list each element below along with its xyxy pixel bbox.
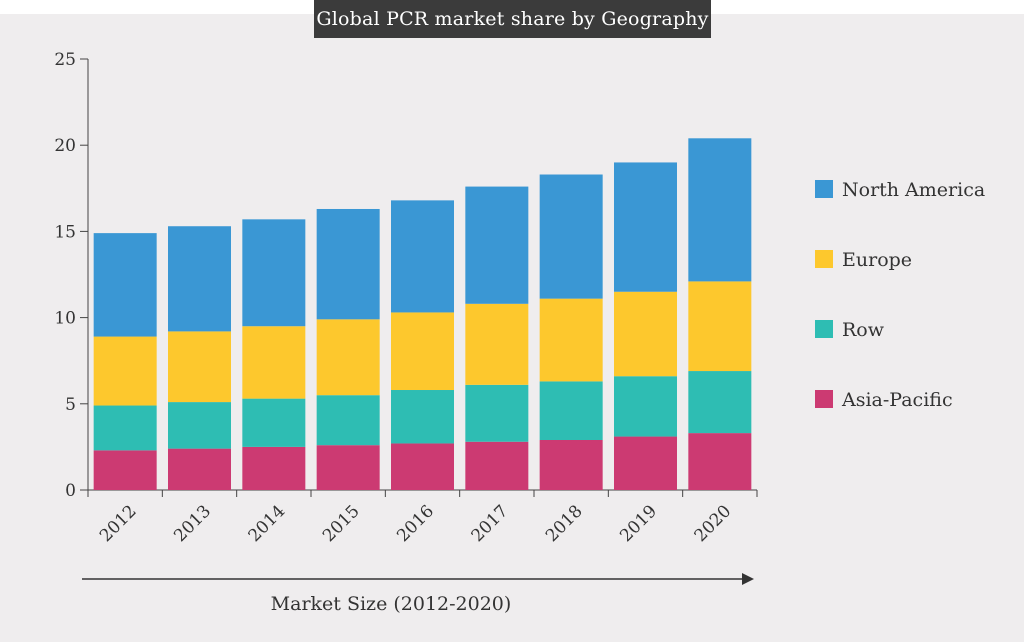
bar-europe-2018 bbox=[539, 298, 603, 382]
legend-swatch bbox=[815, 320, 833, 338]
bar-row-2019 bbox=[614, 376, 677, 437]
bar-north-america-2016 bbox=[391, 200, 454, 313]
legend-label: Europe bbox=[842, 249, 912, 271]
bar-north-america-2020 bbox=[688, 138, 752, 282]
bar-asia-pacific-2018 bbox=[539, 440, 603, 490]
x-tick-label: 2015 bbox=[319, 501, 364, 546]
bar-europe-2014 bbox=[242, 326, 306, 399]
chart-title: Global PCR market share by Geography bbox=[314, 0, 711, 38]
x-axis-label: Market Size (2012-2020) bbox=[271, 593, 512, 615]
x-tick-label: 2016 bbox=[393, 501, 438, 546]
x-axis-arrow: Market Size (2012-2020) bbox=[82, 573, 754, 615]
bar-asia-pacific-2013 bbox=[168, 448, 231, 490]
legend-swatch bbox=[815, 390, 833, 408]
x-tick-label: 2012 bbox=[96, 501, 141, 546]
y-tick-label: 20 bbox=[54, 136, 76, 156]
bar-europe-2020 bbox=[688, 281, 752, 372]
bar-north-america-2017 bbox=[465, 186, 529, 304]
legend: North America Europe Row Asia-Pacific bbox=[815, 179, 985, 411]
bar-europe-2017 bbox=[465, 303, 529, 385]
bars bbox=[93, 138, 752, 490]
legend-swatch bbox=[815, 250, 833, 268]
bar-asia-pacific-2012 bbox=[93, 450, 157, 490]
y-tick-label: 25 bbox=[54, 50, 76, 70]
bar-north-america-2013 bbox=[168, 226, 231, 332]
bar-europe-2019 bbox=[614, 291, 677, 377]
bar-north-america-2019 bbox=[614, 162, 677, 292]
bar-asia-pacific-2015 bbox=[316, 445, 380, 490]
bar-row-2016 bbox=[391, 390, 454, 444]
y-tick-label: 15 bbox=[54, 222, 76, 242]
bar-row-2020 bbox=[688, 371, 752, 434]
bar-asia-pacific-2020 bbox=[688, 433, 752, 490]
x-tick-label: 2020 bbox=[691, 501, 736, 546]
bar-north-america-2015 bbox=[316, 208, 380, 320]
bar-asia-pacific-2017 bbox=[465, 441, 529, 490]
bar-europe-2016 bbox=[391, 312, 454, 391]
y-tick-label: 10 bbox=[54, 309, 76, 329]
bar-europe-2012 bbox=[93, 336, 157, 406]
bar-row-2017 bbox=[465, 384, 529, 442]
legend-label: Asia-Pacific bbox=[841, 389, 953, 411]
bar-north-america-2014 bbox=[242, 219, 306, 327]
legend-label: Row bbox=[842, 319, 885, 341]
bar-row-2012 bbox=[93, 405, 157, 451]
x-tick-label: 2018 bbox=[542, 501, 587, 546]
x-tick-label: 2019 bbox=[616, 501, 661, 546]
bar-north-america-2012 bbox=[93, 233, 157, 337]
bar-row-2018 bbox=[539, 381, 603, 441]
bar-europe-2013 bbox=[168, 331, 231, 403]
x-tick-labels: 2012 2013 2014 2015 2016 2017 2018 2019 2020 bbox=[96, 501, 735, 546]
bar-row-2014 bbox=[242, 398, 306, 447]
bar-asia-pacific-2019 bbox=[614, 436, 677, 490]
bar-row-2015 bbox=[316, 395, 380, 446]
bar-north-america-2018 bbox=[539, 174, 603, 299]
bar-europe-2015 bbox=[316, 319, 380, 396]
arrow-head bbox=[742, 573, 754, 585]
y-tick-label: 5 bbox=[65, 395, 76, 415]
bar-asia-pacific-2016 bbox=[391, 443, 454, 490]
x-tick-label: 2013 bbox=[170, 501, 215, 546]
x-tick-label: 2017 bbox=[468, 501, 513, 546]
x-tick-label: 2014 bbox=[245, 501, 290, 546]
bar-asia-pacific-2014 bbox=[242, 446, 306, 490]
legend-label: North America bbox=[842, 179, 985, 201]
bar-row-2013 bbox=[168, 402, 231, 449]
y-tick-label: 0 bbox=[65, 481, 76, 501]
legend-swatch bbox=[815, 180, 833, 198]
